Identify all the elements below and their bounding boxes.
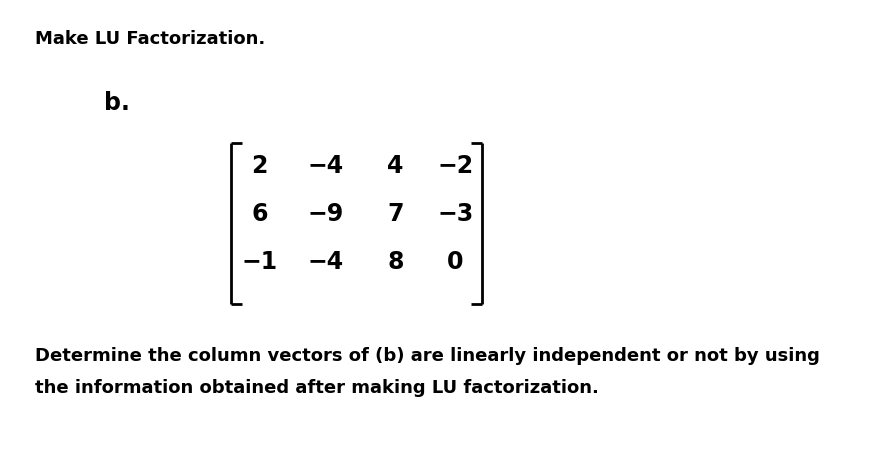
Text: 2: 2 — [251, 154, 267, 178]
Text: b.: b. — [104, 91, 129, 115]
Text: −3: −3 — [436, 202, 473, 226]
Text: −4: −4 — [306, 250, 343, 274]
Text: Make LU Factorization.: Make LU Factorization. — [35, 30, 265, 48]
Text: 4: 4 — [387, 154, 403, 178]
Text: −2: −2 — [436, 154, 473, 178]
Text: 8: 8 — [387, 250, 403, 274]
Text: 0: 0 — [447, 250, 463, 274]
Text: −4: −4 — [306, 154, 343, 178]
Text: −9: −9 — [306, 202, 343, 226]
Text: 7: 7 — [387, 202, 403, 226]
Text: 6: 6 — [251, 202, 267, 226]
Text: Determine the column vectors of (b) are linearly independent or not by using: Determine the column vectors of (b) are … — [35, 347, 819, 365]
Text: −1: −1 — [241, 250, 277, 274]
Text: the information obtained after making LU factorization.: the information obtained after making LU… — [35, 379, 598, 397]
